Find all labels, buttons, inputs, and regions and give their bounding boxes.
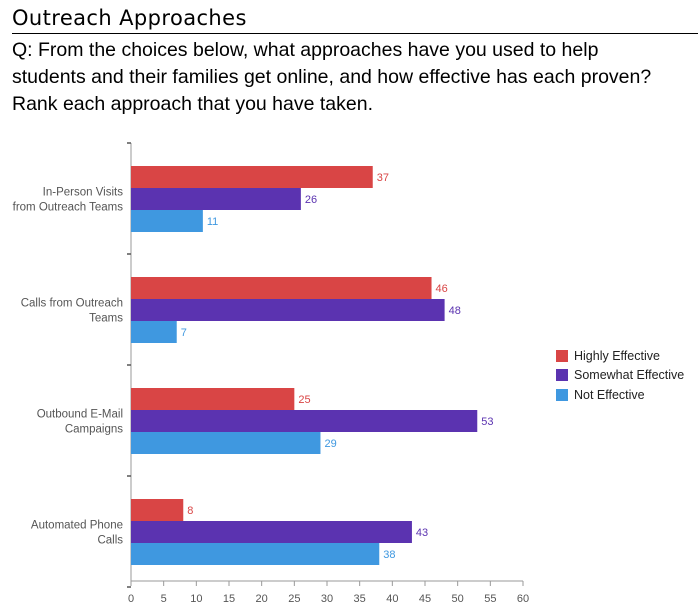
data-label: 53 — [481, 416, 493, 428]
category-label: In-Person Visits from Outreach Teams — [13, 187, 124, 214]
data-label: 11 — [207, 216, 218, 228]
data-label: 48 — [449, 305, 461, 317]
legend-swatch — [556, 349, 568, 362]
data-label: 29 — [324, 438, 336, 450]
page-title: Outreach Approaches — [12, 6, 247, 30]
legend-swatch — [556, 388, 568, 401]
data-label: 26 — [305, 194, 317, 206]
data-label: 7 — [181, 327, 187, 339]
x-tick-label: 25 — [288, 593, 300, 605]
legend-label: Somewhat Effective — [574, 368, 685, 383]
data-label: 38 — [383, 549, 395, 561]
category-label: Automated Phone Calls — [31, 520, 123, 547]
x-tick-label: 15 — [223, 593, 235, 605]
legend-label: Not Effective — [574, 387, 645, 402]
legend-item-highly-effective: Highly Effective — [556, 346, 684, 366]
category-label: Calls from Outreach Teams — [21, 298, 124, 325]
bar-not-effective — [131, 432, 321, 454]
bar-somewhat-effective — [131, 521, 412, 543]
x-tick-label: 30 — [321, 593, 333, 605]
x-tick-label: 35 — [354, 593, 366, 605]
x-tick-label: 0 — [128, 593, 134, 605]
legend-label: Highly Effective — [574, 348, 660, 363]
question-line: students and their families get online, … — [12, 66, 652, 88]
x-tick-label: 20 — [256, 593, 268, 605]
category-label: Outbound E-Mail Campaigns — [37, 409, 124, 436]
question-line: Rank each approach that you have taken. — [12, 93, 373, 115]
data-label: 8 — [187, 505, 193, 517]
question-line: Q: From the choices below, what approach… — [12, 39, 599, 61]
x-tick-label: 60 — [517, 593, 529, 605]
data-label: 37 — [377, 172, 389, 184]
x-tick-label: 55 — [484, 593, 496, 605]
bar-not-effective — [131, 210, 203, 232]
bar-not-effective — [131, 321, 177, 343]
x-tick-label: 5 — [161, 593, 167, 605]
bar-highly-effective — [131, 277, 432, 299]
question-text: Q: From the choices below, what approach… — [12, 37, 696, 118]
x-tick-label: 45 — [419, 593, 431, 605]
bar-somewhat-effective — [131, 299, 445, 321]
data-label: 43 — [416, 527, 428, 539]
data-label: 25 — [298, 394, 310, 406]
data-label: 46 — [436, 283, 448, 295]
chart-legend: Highly Effective Somewhat Effective Not … — [556, 346, 684, 405]
x-tick-label: 40 — [386, 593, 398, 605]
legend-item-not-effective: Not Effective — [556, 385, 684, 405]
legend-item-somewhat-effective: Somewhat Effective — [556, 366, 684, 386]
bar-highly-effective — [131, 499, 184, 521]
bar-highly-effective — [131, 166, 373, 188]
bar-somewhat-effective — [131, 410, 478, 432]
legend-swatch — [556, 369, 568, 382]
x-tick-label: 10 — [190, 593, 202, 605]
bar-highly-effective — [131, 388, 295, 410]
x-tick-label: 50 — [452, 593, 464, 605]
bar-somewhat-effective — [131, 188, 301, 210]
bar-not-effective — [131, 543, 380, 565]
title-divider — [12, 33, 698, 34]
